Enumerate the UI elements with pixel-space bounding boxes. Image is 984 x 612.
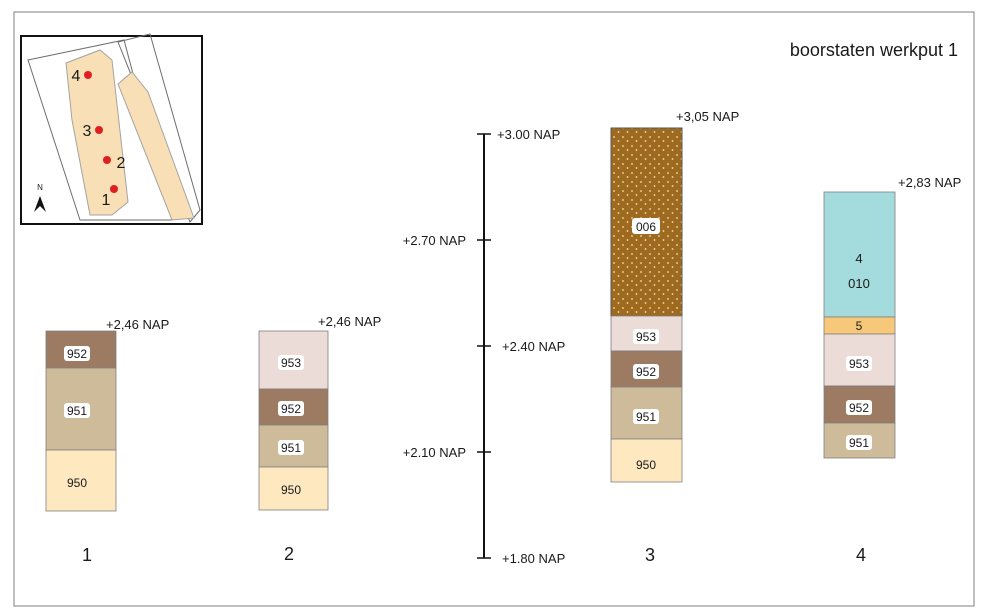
layer-label-953: 953 (849, 357, 869, 371)
layer-label-010: 010 (848, 276, 870, 291)
inset-map: 4 3 2 1 N (20, 33, 203, 225)
layer-label-bg (278, 401, 304, 416)
layer-label-4: 4 (855, 251, 862, 266)
column-number: 1 (82, 545, 92, 565)
column-number: 2 (284, 544, 294, 564)
layer-label-006: 006 (636, 220, 656, 234)
layer-label-bg (633, 329, 659, 344)
layer-label-bg (846, 400, 872, 415)
layer-label-950: 950 (281, 483, 301, 497)
map-label-1: 1 (102, 192, 111, 209)
boring-point-3 (95, 126, 103, 134)
layer-label-bg (632, 218, 660, 234)
layer-label-bg (633, 364, 659, 379)
map-label-4: 4 (72, 68, 81, 85)
map-label-2: 2 (117, 155, 126, 172)
layer-label-5: 5 (856, 319, 863, 333)
layer-label-951: 951 (636, 410, 656, 424)
layer-label-bg (846, 356, 872, 371)
column-number: 3 (645, 545, 655, 565)
layer-label-bg (633, 457, 659, 472)
layer-label-bg (846, 435, 872, 450)
north-label: N (37, 183, 43, 192)
scale-label-210: +2.10 NAP (403, 445, 466, 460)
layer-label-bg (64, 346, 90, 361)
scale-label-240: +2.40 NAP (502, 339, 565, 354)
layer-952 (45, 330, 117, 369)
layer-label-951: 951 (281, 441, 301, 455)
layer-label-bg (64, 403, 90, 418)
werkput-2-outline (117, 71, 195, 221)
column-top-label: +2,83 NAP (898, 175, 961, 190)
boring-column-1: 952 951 950 +2,46 NAP 1 (45, 317, 169, 565)
boring-column-4: 4 010 5 953 952 951 +2,83 NAP 4 (823, 175, 961, 565)
scale-label-270: +2.70 NAP (403, 233, 466, 248)
layer-label-bg (278, 482, 304, 497)
map-label-3: 3 (83, 123, 92, 140)
layer-label-953: 953 (281, 356, 301, 370)
north-arrow-icon (34, 196, 46, 212)
nap-scale: +3.00 NAP +2.70 NAP +2.40 NAP +2.10 NAP … (403, 127, 566, 566)
layer-label-950: 950 (636, 458, 656, 472)
boring-point-1 (110, 185, 118, 193)
layer-label-952: 952 (281, 402, 301, 416)
column-number: 4 (856, 545, 866, 565)
layer-label-952: 952 (67, 347, 87, 361)
layer-label-953: 953 (636, 330, 656, 344)
scale-label-300: +3.00 NAP (497, 127, 560, 142)
column-top-label: +2,46 NAP (318, 314, 381, 329)
boring-column-3: 006 953 952 951 950 +3,05 NAP 3 (610, 109, 739, 565)
layer-label-bg (633, 409, 659, 424)
layer-label-951: 951 (849, 436, 869, 450)
layer-label-952: 952 (849, 401, 869, 415)
column-top-label: +2,46 NAP (106, 317, 169, 332)
layer-label-951: 951 (67, 404, 87, 418)
column-top-label: +3,05 NAP (676, 109, 739, 124)
boring-column-2: 953 952 951 950 +2,46 NAP 2 (258, 314, 381, 564)
page-title: boorstaten werkput 1 (790, 40, 958, 60)
scale-label-180: +1.80 NAP (502, 551, 565, 566)
boring-point-2 (103, 156, 111, 164)
boring-point-4 (84, 71, 92, 79)
layer-label-bg (278, 440, 304, 455)
layer-label-bg (278, 355, 304, 370)
layer-label-952: 952 (636, 365, 656, 379)
layer-label-950: 950 (67, 476, 87, 490)
layer-label-bg (64, 475, 90, 490)
